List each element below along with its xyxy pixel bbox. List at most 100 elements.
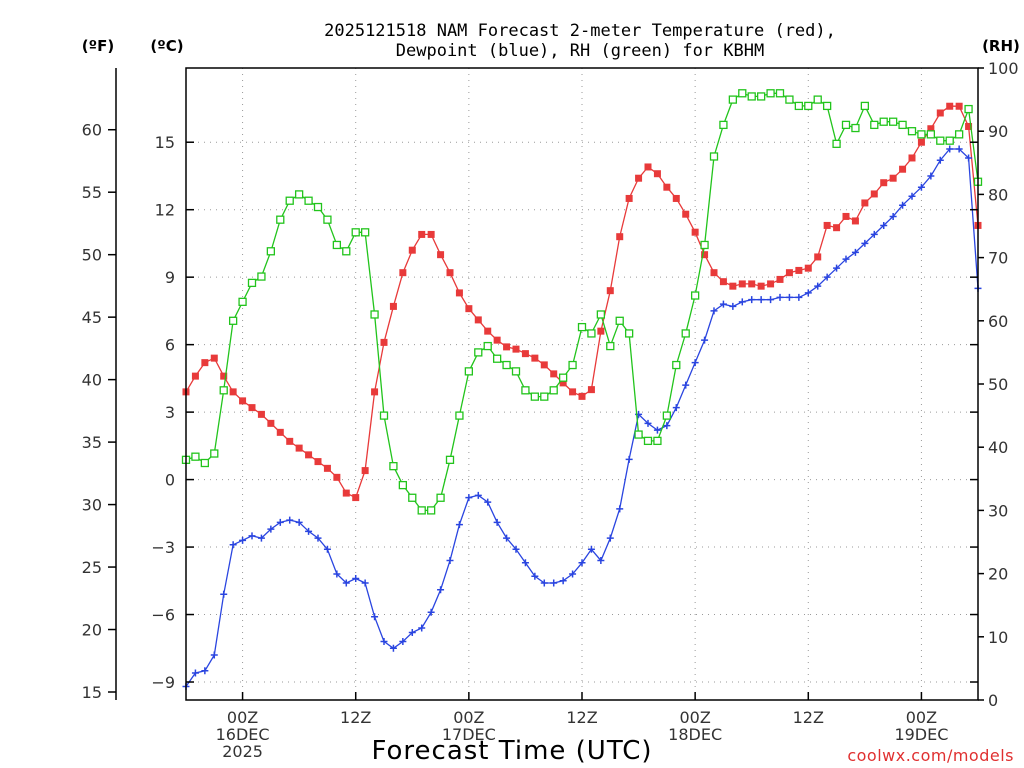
temperature-point [889,174,897,182]
rh-point [747,92,756,101]
temperature-point [352,494,360,502]
temperature-point [210,354,218,362]
temperature-point [267,419,275,427]
temperature-point [531,354,539,362]
dewpoint-point [446,557,454,565]
dewpoint-point [201,667,209,675]
dewpoint-point [795,293,803,301]
x-tick-label: 19DEC [894,725,948,744]
rh-point [577,322,587,332]
rh-point [313,202,323,212]
dewpoint-point [521,559,529,567]
dewpoint-point [380,638,388,646]
temperature-point [427,230,435,238]
temperature-point [578,392,586,400]
dewpoint-point [833,264,841,272]
dewpoint-point [672,404,680,412]
temperature-point [342,489,350,497]
dewpoint-point [701,336,709,344]
rh-point [841,120,851,130]
fahrenheit-tick-label: 45 [82,308,102,327]
celsius-tick-label: −3 [151,538,175,557]
rh-point [549,386,558,395]
celsius-tick-label: −6 [151,606,175,625]
temperature-point [521,350,529,358]
temperature-point [917,138,925,146]
x-tick-label: 12Z [566,708,597,727]
celsius-tick-label: 9 [165,268,175,287]
rh-point [342,247,351,256]
rh-point [624,329,634,338]
dewpoint-point [465,494,473,502]
rh-tick-label: 30 [988,501,1008,520]
x-tick-label: 2025 [222,742,263,761]
rh-tick-label: 60 [988,312,1008,331]
dewpoint-point [540,579,548,587]
temperature-point [191,372,199,380]
temperature-point [965,122,973,130]
dewpoint-point [276,518,284,526]
celsius-tick-label: 3 [165,403,175,422]
rh-point [210,449,219,458]
temperature-point [286,437,294,445]
fahrenheit-tick-label: 15 [82,683,102,702]
rh-point [690,291,700,300]
temperature-point [785,269,793,277]
rh-point [738,89,747,98]
x-tick-label: 00Z [679,708,710,727]
rh-point [709,152,719,161]
temperature-point [767,280,775,288]
rh-point [766,89,775,98]
rh-point [898,120,907,130]
celsius-tick-label: −9 [151,673,175,692]
chart-title-line1: 2025121518 NAM Forecast 2-meter Temperat… [324,21,836,41]
rh-point [445,455,455,464]
temperature-point [540,361,548,369]
temperature-point [804,264,812,272]
temperature-point [672,194,680,202]
temperature-point [814,253,822,261]
dewpoint-point [955,145,963,153]
dewpoint-point [323,545,331,553]
temperature-point [503,343,511,351]
dewpoint-point [455,521,463,529]
temperature-point [229,388,237,396]
temperature-point [569,388,577,396]
rh-point [870,120,879,130]
temperature-point [701,251,709,259]
temperature-point [729,282,737,290]
temperature-point [248,404,256,412]
fahrenheit-unit-label: (ºF) [82,37,114,55]
dewpoint-point [927,172,935,180]
temperature-point [795,266,803,274]
dewpoint-point [823,273,831,281]
dewpoint-point [606,534,614,542]
dewpoint-point [616,505,624,513]
dewpoint-point [710,307,718,315]
rh-point [615,316,624,325]
dewpoint-point [333,570,341,578]
temperature-point [465,305,473,313]
rh-tick-label: 50 [988,375,1008,394]
temperature-point [220,372,228,380]
temperature-point [305,451,313,459]
rh-point [247,278,257,288]
temperature-point [239,397,247,405]
temperature-point [361,467,369,475]
dewpoint-point [220,590,228,598]
temperature-point [776,275,784,283]
rh-point [785,95,794,104]
dewpoint-point [597,557,605,565]
chart-title-line2: Dewpoint (blue), RH (green) for KBHM [396,41,764,61]
rh-point [936,136,945,145]
dewpoint-point [842,255,850,263]
temperature-point [870,190,878,198]
temperature-point [842,212,850,220]
rh-unit-label: (RH) [982,37,1020,55]
rh-point [360,228,370,237]
temperature-point [597,327,605,335]
rh-point [756,92,766,101]
fahrenheit-tick-label: 35 [82,433,102,452]
rh-point [832,139,841,148]
rh-point [294,190,304,199]
